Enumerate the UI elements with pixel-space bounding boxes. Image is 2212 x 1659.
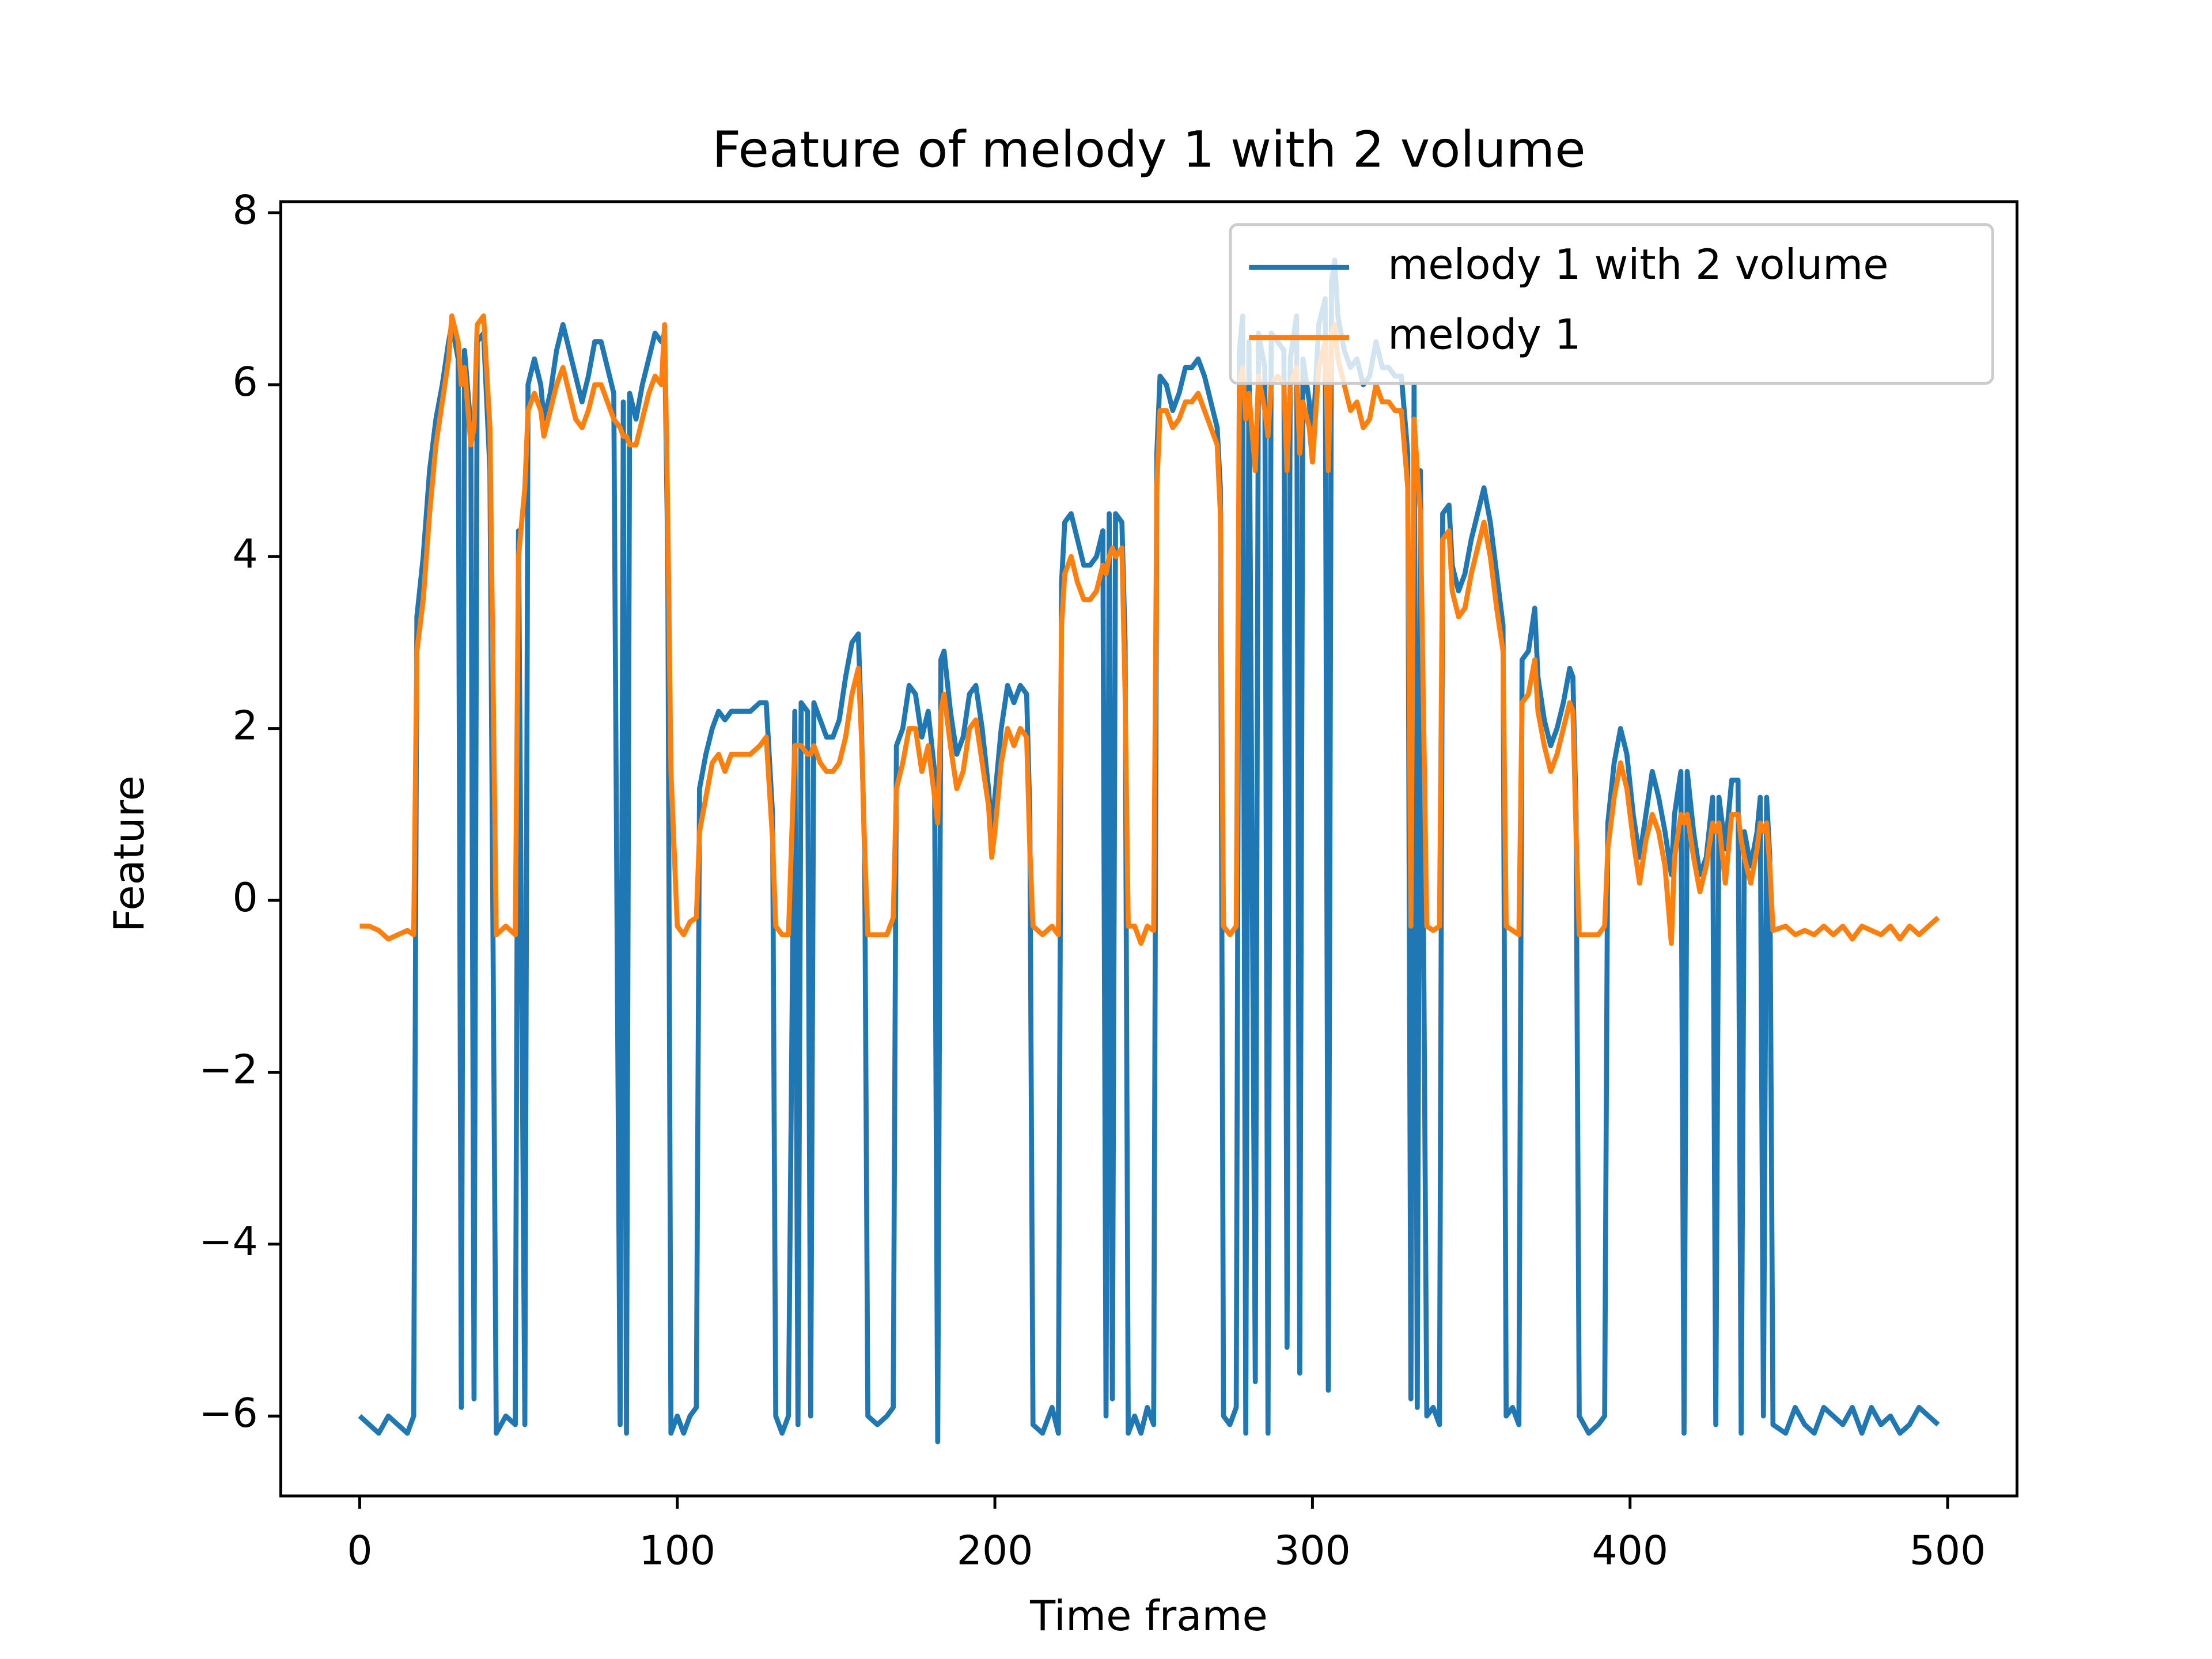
x-tick-label: 200 [957,1527,1033,1574]
x-tick-label: 100 [639,1527,715,1574]
chart-title: Feature of melody 1 with 2 volume [712,121,1585,179]
y-tick-label: −4 [199,1218,257,1265]
y-tick-label: −2 [199,1046,257,1093]
y-tick-label: 6 [233,359,258,406]
y-tick-label: −6 [199,1390,257,1437]
y-tick-label: 0 [233,874,258,921]
x-tick-label: 500 [1910,1527,1986,1574]
legend-label: melody 1 with 2 volume [1388,240,1888,289]
y-tick-label: 8 [233,187,258,233]
y-axis-label: Feature [105,775,153,932]
x-tick-label: 0 [347,1527,372,1574]
legend: melody 1 with 2 volume melody 1 [1229,223,1994,385]
x-tick-label: 300 [1274,1527,1351,1574]
data-line [358,257,1940,1445]
legend-label: melody 1 [1388,310,1581,358]
data-line [359,313,1940,946]
x-tick-label: 400 [1592,1527,1668,1574]
legend-box [1229,223,1994,385]
plot-frame [279,200,2019,1498]
y-tick-label: 2 [233,703,258,749]
y-tick-label: 4 [233,531,258,577]
x-axis-label: Time frame [1029,1592,1268,1640]
